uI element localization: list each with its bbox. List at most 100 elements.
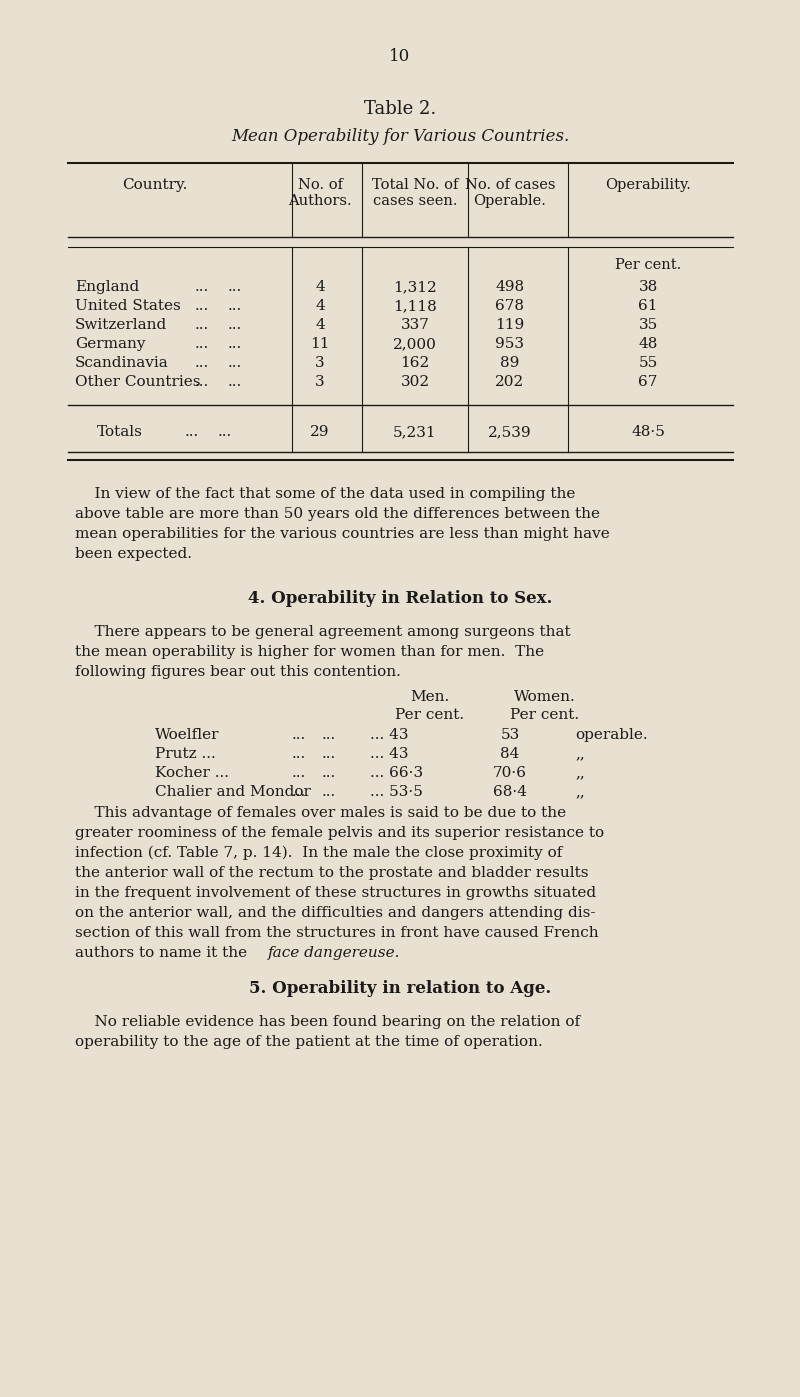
Text: Scandinavia: Scandinavia bbox=[75, 356, 169, 370]
Text: Totals: Totals bbox=[97, 425, 143, 439]
Text: 48: 48 bbox=[638, 337, 658, 351]
Text: 38: 38 bbox=[638, 279, 658, 293]
Text: United States: United States bbox=[75, 299, 181, 313]
Text: Other Countries: Other Countries bbox=[75, 374, 201, 388]
Text: 119: 119 bbox=[495, 319, 525, 332]
Text: No. of cases
Operable.: No. of cases Operable. bbox=[465, 177, 555, 208]
Text: operable.: operable. bbox=[575, 728, 648, 742]
Text: No reliable evidence has been found bearing on the relation of: No reliable evidence has been found bear… bbox=[75, 1016, 580, 1030]
Text: Woelfler: Woelfler bbox=[155, 728, 219, 742]
Text: on the anterior wall, and the difficulties and dangers attending dis-: on the anterior wall, and the difficulti… bbox=[75, 907, 595, 921]
Text: In view of the fact that some of the data used in compiling the: In view of the fact that some of the dat… bbox=[75, 488, 575, 502]
Text: 498: 498 bbox=[495, 279, 525, 293]
Text: operability to the age of the patient at the time of operation.: operability to the age of the patient at… bbox=[75, 1035, 542, 1049]
Text: Mean Operability for Various Countries.: Mean Operability for Various Countries. bbox=[231, 129, 569, 145]
Text: 3: 3 bbox=[315, 374, 325, 388]
Text: ...: ... bbox=[228, 299, 242, 313]
Text: ...: ... bbox=[292, 785, 306, 799]
Text: ...: ... bbox=[292, 747, 306, 761]
Text: 84: 84 bbox=[500, 747, 520, 761]
Text: 61: 61 bbox=[638, 299, 658, 313]
Text: 10: 10 bbox=[390, 47, 410, 66]
Text: Country.: Country. bbox=[122, 177, 188, 191]
Text: ...: ... bbox=[195, 356, 210, 370]
Text: 162: 162 bbox=[400, 356, 430, 370]
Text: 29: 29 bbox=[310, 425, 330, 439]
Text: 48·5: 48·5 bbox=[631, 425, 665, 439]
Text: ...: ... bbox=[228, 337, 242, 351]
Text: been expected.: been expected. bbox=[75, 548, 192, 562]
Text: ,,: ,, bbox=[575, 785, 585, 799]
Text: greater roominess of the female pelvis and its superior resistance to: greater roominess of the female pelvis a… bbox=[75, 826, 604, 840]
Text: following figures bear out this contention.: following figures bear out this contenti… bbox=[75, 665, 401, 679]
Text: 5. Operability in relation to Age.: 5. Operability in relation to Age. bbox=[249, 981, 551, 997]
Text: ...: ... bbox=[218, 425, 232, 439]
Text: ,,: ,, bbox=[575, 766, 585, 780]
Text: ...: ... bbox=[195, 374, 210, 388]
Text: Prutz ...: Prutz ... bbox=[155, 747, 216, 761]
Text: Table 2.: Table 2. bbox=[364, 101, 436, 117]
Text: Chalier and Mondor: Chalier and Mondor bbox=[155, 785, 311, 799]
Text: Operability.: Operability. bbox=[605, 177, 691, 191]
Text: 202: 202 bbox=[495, 374, 525, 388]
Text: 337: 337 bbox=[401, 319, 430, 332]
Text: ... 53·5: ... 53·5 bbox=[370, 785, 423, 799]
Text: ...: ... bbox=[322, 785, 336, 799]
Text: No. of
Authors.: No. of Authors. bbox=[288, 177, 352, 208]
Text: 302: 302 bbox=[401, 374, 430, 388]
Text: 1,312: 1,312 bbox=[393, 279, 437, 293]
Text: ... 43: ... 43 bbox=[370, 728, 409, 742]
Text: ...: ... bbox=[185, 425, 199, 439]
Text: Women.: Women. bbox=[514, 690, 576, 704]
Text: in the frequent involvement of these structures in growths situated: in the frequent involvement of these str… bbox=[75, 886, 596, 900]
Text: 4. Operability in Relation to Sex.: 4. Operability in Relation to Sex. bbox=[248, 590, 552, 608]
Text: This advantage of females over males is said to be due to the: This advantage of females over males is … bbox=[75, 806, 566, 820]
Text: ... 43: ... 43 bbox=[370, 747, 409, 761]
Text: 67: 67 bbox=[638, 374, 658, 388]
Text: ...: ... bbox=[228, 319, 242, 332]
Text: There appears to be general agreement among surgeons that: There appears to be general agreement am… bbox=[75, 624, 570, 638]
Text: mean operabilities for the various countries are less than might have: mean operabilities for the various count… bbox=[75, 527, 610, 541]
Text: 678: 678 bbox=[495, 299, 525, 313]
Text: Total No. of
cases seen.: Total No. of cases seen. bbox=[372, 177, 458, 208]
Text: ...: ... bbox=[322, 747, 336, 761]
Text: ... 66·3: ... 66·3 bbox=[370, 766, 423, 780]
Text: section of this wall from the structures in front have caused French: section of this wall from the structures… bbox=[75, 926, 598, 940]
Text: Per cent.: Per cent. bbox=[395, 708, 465, 722]
Text: ...: ... bbox=[195, 337, 210, 351]
Text: ...: ... bbox=[292, 728, 306, 742]
Text: Per cent.: Per cent. bbox=[510, 708, 579, 722]
Text: ...: ... bbox=[195, 299, 210, 313]
Text: Men.: Men. bbox=[410, 690, 450, 704]
Text: face dangereuse.: face dangereuse. bbox=[268, 946, 401, 960]
Text: Kocher ...: Kocher ... bbox=[155, 766, 229, 780]
Text: Per cent.: Per cent. bbox=[615, 258, 681, 272]
Text: ...: ... bbox=[228, 374, 242, 388]
Text: above table are more than 50 years old the differences between the: above table are more than 50 years old t… bbox=[75, 507, 600, 521]
Text: 35: 35 bbox=[638, 319, 658, 332]
Text: Switzerland: Switzerland bbox=[75, 319, 167, 332]
Text: 4: 4 bbox=[315, 319, 325, 332]
Text: Germany: Germany bbox=[75, 337, 146, 351]
Text: 53: 53 bbox=[500, 728, 520, 742]
Text: 2,000: 2,000 bbox=[393, 337, 437, 351]
Text: ...: ... bbox=[228, 356, 242, 370]
Text: ...: ... bbox=[195, 279, 210, 293]
Text: ...: ... bbox=[322, 766, 336, 780]
Text: ...: ... bbox=[228, 279, 242, 293]
Text: 89: 89 bbox=[500, 356, 520, 370]
Text: 2,539: 2,539 bbox=[488, 425, 532, 439]
Text: 3: 3 bbox=[315, 356, 325, 370]
Text: 11: 11 bbox=[310, 337, 330, 351]
Text: 70·6: 70·6 bbox=[493, 766, 527, 780]
Text: ...: ... bbox=[195, 319, 210, 332]
Text: 953: 953 bbox=[495, 337, 525, 351]
Text: 1,118: 1,118 bbox=[393, 299, 437, 313]
Text: 4: 4 bbox=[315, 279, 325, 293]
Text: 4: 4 bbox=[315, 299, 325, 313]
Text: infection (cf. Table 7, p. 14).  In the male the close proximity of: infection (cf. Table 7, p. 14). In the m… bbox=[75, 847, 562, 861]
Text: 5,231: 5,231 bbox=[393, 425, 437, 439]
Text: authors to name it the: authors to name it the bbox=[75, 946, 252, 960]
Text: 68·4: 68·4 bbox=[493, 785, 527, 799]
Text: 55: 55 bbox=[638, 356, 658, 370]
